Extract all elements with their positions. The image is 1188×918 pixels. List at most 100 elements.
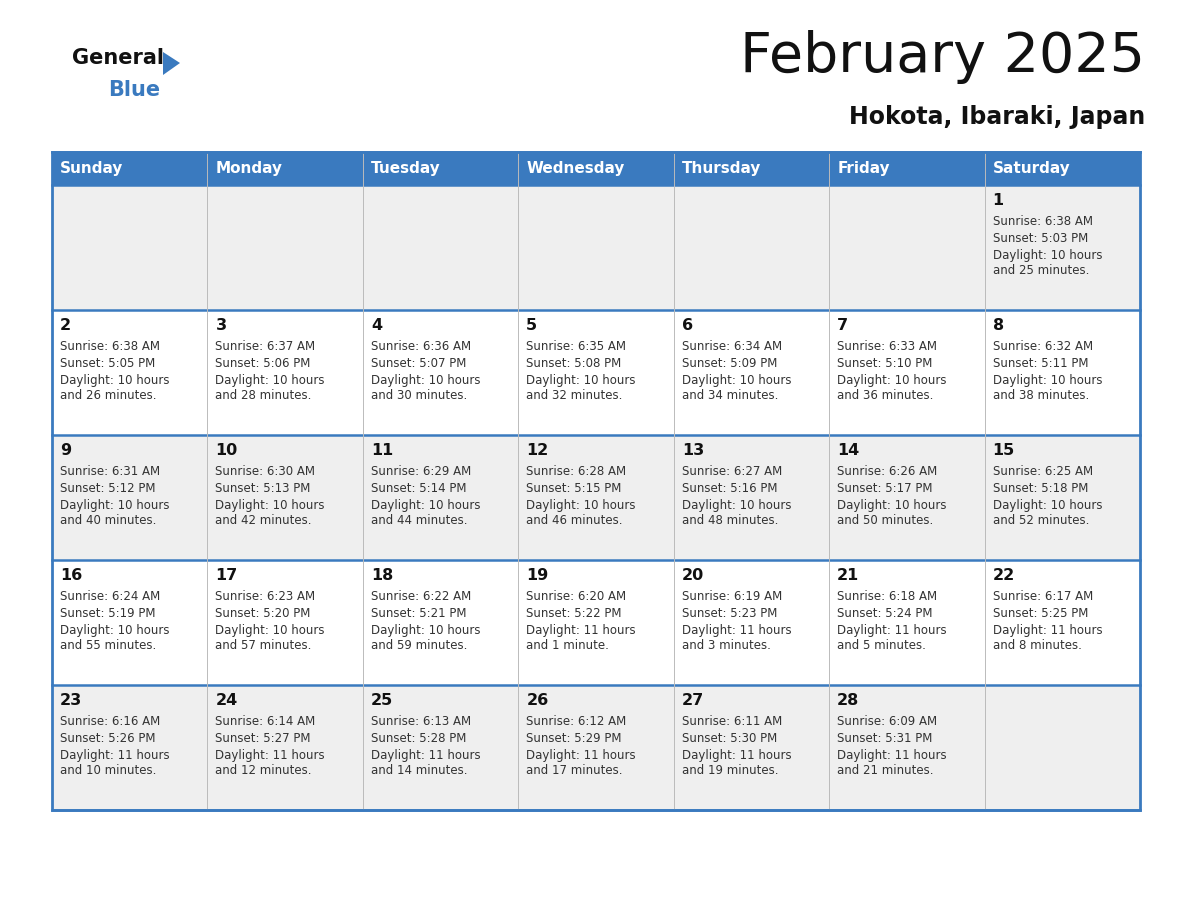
Bar [52, 310, 208, 435]
Text: Daylight: 10 hours: Daylight: 10 hours [371, 624, 480, 637]
Text: Sunrise: 6:24 AM: Sunrise: 6:24 AM [61, 590, 160, 603]
Bar [829, 560, 985, 685]
Bar [674, 310, 829, 435]
Text: 7: 7 [838, 318, 848, 333]
Text: Sunrise: 6:18 AM: Sunrise: 6:18 AM [838, 590, 937, 603]
Text: Sunset: 5:28 PM: Sunset: 5:28 PM [371, 732, 466, 745]
Text: Monday: Monday [215, 161, 283, 176]
Text: and 59 minutes.: and 59 minutes. [371, 639, 467, 652]
Text: 25: 25 [371, 693, 393, 708]
Text: Sunrise: 6:35 AM: Sunrise: 6:35 AM [526, 340, 626, 353]
Text: Daylight: 11 hours: Daylight: 11 hours [838, 624, 947, 637]
Bar [674, 185, 829, 310]
Bar [985, 560, 1140, 685]
Text: Sunrise: 6:23 AM: Sunrise: 6:23 AM [215, 590, 316, 603]
Bar [208, 435, 362, 560]
Text: 10: 10 [215, 443, 238, 458]
Text: Sunrise: 6:14 AM: Sunrise: 6:14 AM [215, 715, 316, 728]
Text: February 2025: February 2025 [740, 30, 1145, 84]
Text: Daylight: 10 hours: Daylight: 10 hours [61, 499, 170, 512]
Text: 4: 4 [371, 318, 383, 333]
Bar [518, 310, 674, 435]
Text: Sunrise: 6:38 AM: Sunrise: 6:38 AM [992, 215, 1093, 228]
Text: and 5 minutes.: and 5 minutes. [838, 639, 925, 652]
Text: Sunrise: 6:25 AM: Sunrise: 6:25 AM [992, 465, 1093, 478]
Text: Sunrise: 6:16 AM: Sunrise: 6:16 AM [61, 715, 160, 728]
Text: Sunrise: 6:28 AM: Sunrise: 6:28 AM [526, 465, 626, 478]
Text: Daylight: 11 hours: Daylight: 11 hours [992, 624, 1102, 637]
Bar [674, 560, 829, 685]
Text: Daylight: 10 hours: Daylight: 10 hours [61, 374, 170, 387]
Bar [518, 435, 674, 560]
Text: 26: 26 [526, 693, 549, 708]
Text: and 14 minutes.: and 14 minutes. [371, 764, 467, 777]
Text: 6: 6 [682, 318, 693, 333]
Text: Daylight: 10 hours: Daylight: 10 hours [215, 499, 326, 512]
Text: Sunrise: 6:20 AM: Sunrise: 6:20 AM [526, 590, 626, 603]
Bar [52, 152, 1140, 185]
Text: Sunset: 5:16 PM: Sunset: 5:16 PM [682, 482, 777, 495]
Text: Daylight: 11 hours: Daylight: 11 hours [526, 749, 636, 762]
Text: and 17 minutes.: and 17 minutes. [526, 764, 623, 777]
Bar [208, 310, 362, 435]
Text: Hokota, Ibaraki, Japan: Hokota, Ibaraki, Japan [848, 105, 1145, 129]
Text: Sunrise: 6:09 AM: Sunrise: 6:09 AM [838, 715, 937, 728]
Text: Friday: Friday [838, 161, 890, 176]
Text: Sunrise: 6:29 AM: Sunrise: 6:29 AM [371, 465, 472, 478]
Text: 11: 11 [371, 443, 393, 458]
Bar [362, 310, 518, 435]
Text: and 21 minutes.: and 21 minutes. [838, 764, 934, 777]
Text: 15: 15 [992, 443, 1015, 458]
Text: and 48 minutes.: and 48 minutes. [682, 514, 778, 527]
Text: 17: 17 [215, 568, 238, 583]
Text: Sunset: 5:13 PM: Sunset: 5:13 PM [215, 482, 311, 495]
Text: Daylight: 10 hours: Daylight: 10 hours [682, 374, 791, 387]
Text: 5: 5 [526, 318, 537, 333]
Text: and 1 minute.: and 1 minute. [526, 639, 609, 652]
Text: Sunset: 5:31 PM: Sunset: 5:31 PM [838, 732, 933, 745]
Bar [518, 685, 674, 810]
Text: 1: 1 [992, 193, 1004, 208]
Text: Sunset: 5:06 PM: Sunset: 5:06 PM [215, 357, 311, 370]
Bar [208, 185, 362, 310]
Text: Sunset: 5:08 PM: Sunset: 5:08 PM [526, 357, 621, 370]
Text: Sunset: 5:20 PM: Sunset: 5:20 PM [215, 607, 311, 620]
Text: and 38 minutes.: and 38 minutes. [992, 389, 1089, 402]
Text: Sunrise: 6:12 AM: Sunrise: 6:12 AM [526, 715, 626, 728]
Text: Saturday: Saturday [992, 161, 1070, 176]
Text: Sunset: 5:24 PM: Sunset: 5:24 PM [838, 607, 933, 620]
Text: Sunrise: 6:31 AM: Sunrise: 6:31 AM [61, 465, 160, 478]
Text: 19: 19 [526, 568, 549, 583]
Text: and 3 minutes.: and 3 minutes. [682, 639, 771, 652]
Text: 12: 12 [526, 443, 549, 458]
Text: Sunrise: 6:22 AM: Sunrise: 6:22 AM [371, 590, 472, 603]
Bar [362, 435, 518, 560]
Bar [829, 185, 985, 310]
Text: and 25 minutes.: and 25 minutes. [992, 264, 1089, 277]
Text: 28: 28 [838, 693, 859, 708]
Text: Sunset: 5:15 PM: Sunset: 5:15 PM [526, 482, 621, 495]
Bar [362, 685, 518, 810]
Text: Sunrise: 6:37 AM: Sunrise: 6:37 AM [215, 340, 316, 353]
Text: Sunrise: 6:33 AM: Sunrise: 6:33 AM [838, 340, 937, 353]
Text: and 28 minutes.: and 28 minutes. [215, 389, 311, 402]
Bar [362, 560, 518, 685]
Text: Sunrise: 6:38 AM: Sunrise: 6:38 AM [61, 340, 160, 353]
Text: and 52 minutes.: and 52 minutes. [992, 514, 1089, 527]
Text: Daylight: 10 hours: Daylight: 10 hours [526, 499, 636, 512]
Text: Daylight: 10 hours: Daylight: 10 hours [992, 374, 1102, 387]
Text: Daylight: 10 hours: Daylight: 10 hours [371, 374, 480, 387]
Text: Sunrise: 6:26 AM: Sunrise: 6:26 AM [838, 465, 937, 478]
Bar [518, 560, 674, 685]
Text: Sunset: 5:29 PM: Sunset: 5:29 PM [526, 732, 621, 745]
Bar [52, 685, 208, 810]
Polygon shape [163, 52, 181, 75]
Bar [829, 685, 985, 810]
Text: Sunset: 5:27 PM: Sunset: 5:27 PM [215, 732, 311, 745]
Text: Sunrise: 6:32 AM: Sunrise: 6:32 AM [992, 340, 1093, 353]
Text: Sunset: 5:03 PM: Sunset: 5:03 PM [992, 232, 1088, 245]
Text: Daylight: 10 hours: Daylight: 10 hours [682, 499, 791, 512]
Text: 24: 24 [215, 693, 238, 708]
Text: Sunrise: 6:17 AM: Sunrise: 6:17 AM [992, 590, 1093, 603]
Text: Sunset: 5:23 PM: Sunset: 5:23 PM [682, 607, 777, 620]
